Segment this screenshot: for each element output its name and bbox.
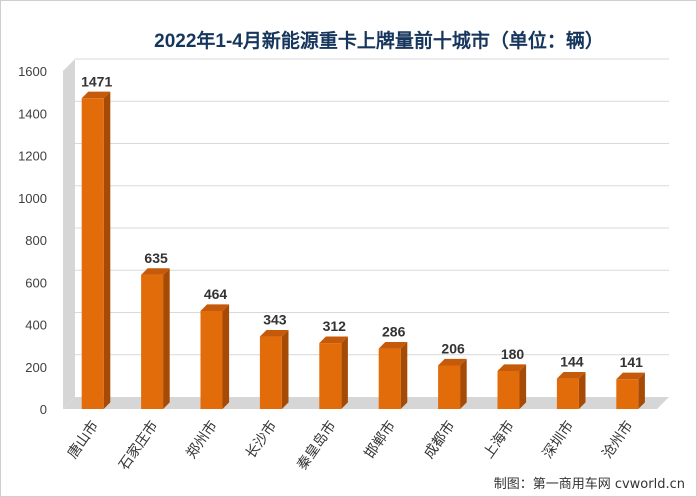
data-label: 144	[560, 354, 584, 370]
bar-front	[616, 379, 639, 409]
category-label: 秦皇岛市	[294, 418, 340, 474]
source-credit: 制图：第一商用车网 cvworld.cn	[494, 476, 685, 492]
bar	[438, 358, 467, 409]
category-label: 上海市	[480, 418, 518, 462]
bar-side	[400, 341, 408, 409]
category-label: 唐山市	[64, 418, 102, 462]
y-tick-label: 600	[25, 275, 47, 290]
bar	[259, 329, 289, 409]
category-label: 邯郸市	[361, 418, 399, 462]
bar	[378, 341, 408, 409]
bar-top	[616, 372, 645, 380]
bar	[497, 364, 527, 409]
data-label: 635	[144, 250, 168, 266]
data-label: 343	[263, 312, 287, 328]
category-label: 郑州市	[183, 418, 221, 462]
bar-side	[222, 304, 230, 409]
data-label: 464	[204, 286, 228, 302]
bar-top	[200, 304, 230, 311]
bar-top	[497, 364, 527, 371]
y-tick-label: 0	[40, 402, 47, 417]
data-label: 1471	[81, 73, 112, 89]
y-tick-label: 400	[25, 318, 47, 333]
bar-side	[103, 91, 111, 410]
category-labels: 唐山市 石家庄市 郑州市 长沙市 秦皇岛市 邯郸市 成都市 上海市 深圳市 沧州市	[64, 418, 637, 474]
y-tick-label: 200	[25, 360, 47, 375]
category-label: 石家庄市	[115, 418, 161, 474]
bar-top	[81, 91, 111, 99]
y-tick-label: 1200	[18, 149, 47, 164]
bar-front	[141, 274, 164, 409]
bar-front	[259, 336, 282, 409]
bar-front	[200, 310, 223, 409]
bar-top	[259, 329, 289, 337]
bar-top	[141, 268, 170, 275]
category-label: 沧州市	[599, 418, 637, 462]
bar-top	[438, 358, 467, 366]
bar	[141, 268, 170, 409]
bar-top	[556, 371, 586, 379]
bar-top	[378, 341, 408, 349]
gridlines	[75, 58, 669, 356]
y-tick-label: 800	[25, 233, 47, 248]
bars	[81, 91, 645, 410]
bar-front	[378, 348, 401, 409]
chart-side-wall	[63, 59, 75, 409]
data-label: 141	[620, 354, 644, 370]
bar-side	[163, 268, 170, 409]
bar-side	[578, 371, 586, 409]
bar-side	[281, 329, 289, 409]
data-label: 286	[382, 324, 406, 340]
bar	[81, 91, 111, 410]
bar-side	[341, 336, 348, 409]
data-labels: 1471 635 464 343 312 286 206 180 144 141	[81, 73, 643, 370]
bar	[556, 371, 586, 409]
bar-front	[438, 365, 461, 409]
category-label: 深圳市	[539, 418, 577, 462]
data-label: 312	[323, 318, 347, 334]
data-label: 206	[441, 340, 465, 356]
y-tick-label: 1400	[18, 106, 47, 121]
category-label: 长沙市	[242, 418, 280, 462]
y-axis-ticks: 0 200 400 600 800 1000 1200 1400 1600	[18, 64, 47, 417]
bar-side	[460, 358, 467, 409]
bar-front	[556, 378, 579, 409]
y-tick-label: 1600	[18, 64, 47, 79]
bar-top	[319, 336, 348, 344]
chart-title: 2022年1-4月新能源重卡上牌量前十城市（单位：辆）	[154, 29, 604, 52]
data-label: 180	[501, 346, 525, 362]
bar-front	[497, 370, 520, 409]
bar	[319, 336, 348, 409]
bar	[200, 304, 230, 409]
bar-side	[638, 372, 645, 409]
y-tick-label: 1000	[18, 191, 47, 206]
bar-front	[319, 343, 342, 409]
bar-side	[519, 364, 527, 409]
bar-front	[81, 98, 104, 409]
category-label: 成都市	[420, 418, 458, 462]
bar	[616, 372, 645, 409]
